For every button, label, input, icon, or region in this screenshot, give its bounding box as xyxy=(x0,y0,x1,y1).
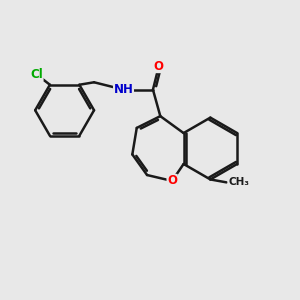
Text: O: O xyxy=(167,174,177,188)
Text: O: O xyxy=(154,60,164,73)
Text: NH: NH xyxy=(114,83,134,96)
Text: CH₃: CH₃ xyxy=(228,177,249,188)
Text: Cl: Cl xyxy=(30,68,43,81)
